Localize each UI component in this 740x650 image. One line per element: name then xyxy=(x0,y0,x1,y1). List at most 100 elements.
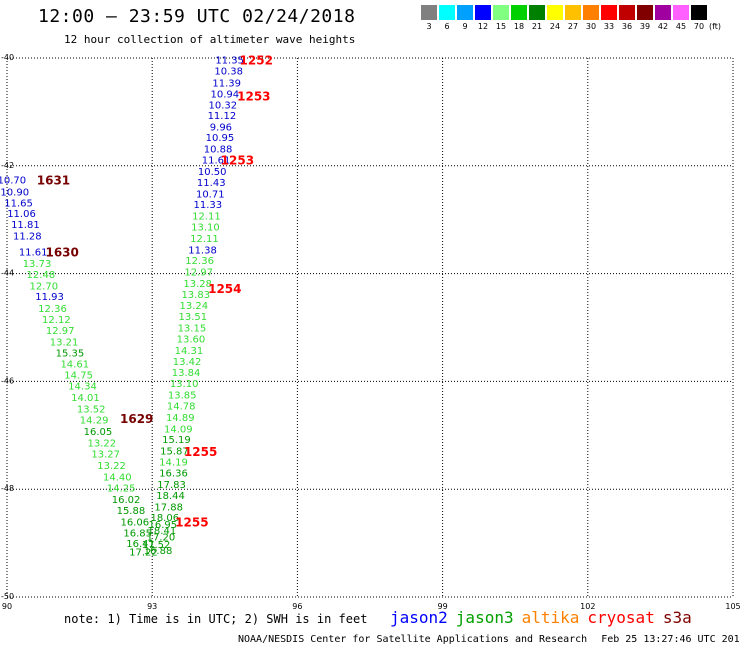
footer-credit: NOAA/NESDIS Center for Satellite Applica… xyxy=(238,634,740,645)
wave-height-value: 13.22 xyxy=(97,461,126,472)
y-tick-label: -48 xyxy=(1,484,14,493)
wave-height-value: 16.02 xyxy=(112,495,141,506)
legend-label: 36 xyxy=(621,22,633,31)
satellite-label: altika xyxy=(521,608,580,627)
wave-height-value: 11.61 xyxy=(19,248,48,259)
x-tick-label: 105 xyxy=(725,602,740,611)
satellite-label: s3a xyxy=(662,608,692,627)
wave-height-value: 17.52 xyxy=(142,540,171,551)
timestamp-text: Feb 25 13:27:46 UTC 2018 xyxy=(601,634,740,645)
wave-height-value: 14.09 xyxy=(164,424,193,435)
legend-swatch xyxy=(637,5,653,20)
wave-height-value: 11.93 xyxy=(35,292,64,303)
pass-time-label: 1255 xyxy=(184,445,217,459)
legend-label: 39 xyxy=(639,22,651,31)
legend-label: 18 xyxy=(513,22,525,31)
wave-height-value: 9.96 xyxy=(210,122,232,133)
wave-height-value: 13.28 xyxy=(183,279,212,290)
legend-swatch xyxy=(547,5,563,20)
credit-text: NOAA/NESDIS Center for Satellite Applica… xyxy=(238,634,588,645)
wave-height-value: 11.61 xyxy=(202,155,231,166)
wave-height-value: 13.73 xyxy=(23,259,52,270)
pass-time-label: 1630 xyxy=(45,246,78,260)
wave-height-value: 11.35 xyxy=(215,56,244,67)
pass-time-label: 1254 xyxy=(208,282,241,296)
y-tick-label: -42 xyxy=(1,161,14,170)
legend-label: 21 xyxy=(531,22,543,31)
pass-time-label: 1252 xyxy=(240,54,273,68)
x-tick-label: 93 xyxy=(147,602,157,611)
wave-height-value: 13.85 xyxy=(168,390,197,401)
wave-height-value: 13.84 xyxy=(172,368,201,379)
wave-height-value: 18.44 xyxy=(156,491,185,502)
wave-height-value: 11.81 xyxy=(11,220,40,231)
legend-label: 45 xyxy=(675,22,687,31)
wave-height-value: 10.32 xyxy=(209,100,238,111)
satellite-label: jason2 xyxy=(390,608,448,627)
legend-swatch xyxy=(439,5,455,20)
wave-height-value: 12.11 xyxy=(190,234,219,245)
wave-height-value: 14.78 xyxy=(167,402,196,413)
x-tick-label: 99 xyxy=(438,602,448,611)
wave-height-value: 13.42 xyxy=(173,357,202,368)
wave-height-value: 13.60 xyxy=(177,334,206,345)
wave-height-value: 10.88 xyxy=(204,145,233,156)
wave-height-value: 17.20 xyxy=(147,533,176,544)
y-tick-label: -44 xyxy=(1,269,14,278)
wave-height-value: 10.95 xyxy=(206,133,235,144)
wave-height-value: 16.85 xyxy=(123,528,152,539)
wave-height-value: 16.95 xyxy=(149,520,178,531)
legend-label: 12 xyxy=(477,22,489,31)
wave-height-value: 12.11 xyxy=(192,211,221,222)
map-subtitle: 12 hour collection of altimeter wave hei… xyxy=(64,33,356,46)
wave-height-value: 11.06 xyxy=(7,209,36,220)
wave-height-value: 14.34 xyxy=(68,382,97,393)
x-tick-label: 96 xyxy=(292,602,302,611)
wave-height-value: 10.50 xyxy=(198,167,227,178)
satellite-label: cryosat xyxy=(587,608,655,627)
wave-height-value: 10.71 xyxy=(196,189,225,200)
legend-unit: (ft) xyxy=(708,22,722,31)
wave-height-value: 11.12 xyxy=(208,111,237,122)
pass-time-label: 1631 xyxy=(37,173,70,187)
legend-label: 15 xyxy=(495,22,507,31)
wave-height-value: 17.22 xyxy=(129,548,158,559)
wave-height-value: 14.01 xyxy=(71,393,100,404)
wave-height-value: 16.88 xyxy=(144,546,173,557)
wave-height-value: 18.06 xyxy=(150,513,179,524)
footer-note: note: 1) Time is in UTC; 2) SWH is in fe… xyxy=(64,612,368,626)
wave-height-value: 13.52 xyxy=(77,404,106,415)
wave-height-value: 10.90 xyxy=(0,188,29,199)
wave-height-value: 12.36 xyxy=(185,256,214,267)
wave-height-value: 11.38 xyxy=(188,245,217,256)
satellite-label: jason3 xyxy=(455,608,514,627)
legend-swatch xyxy=(493,5,509,20)
pass-time-label: 1253 xyxy=(221,153,254,167)
y-tick-label: -46 xyxy=(1,376,14,385)
legend-swatch xyxy=(601,5,617,20)
wave-height-value: 12.97 xyxy=(184,267,213,278)
pass-time-label: 1255 xyxy=(175,516,208,530)
wave-height-value: 12.97 xyxy=(46,326,75,337)
legend-swatch xyxy=(475,5,491,20)
y-tick-label: -40 xyxy=(1,53,14,62)
legend-swatch xyxy=(565,5,581,20)
wave-height-value: 13.51 xyxy=(179,312,208,323)
wave-height-value: 10.38 xyxy=(214,66,243,77)
y-tick-label: -50 xyxy=(1,592,14,601)
wave-height-value: 13.21 xyxy=(50,338,79,349)
wave-height-value: 10.70 xyxy=(0,175,26,186)
wave-height-value: 13.10 xyxy=(170,379,199,390)
wave-height-value: 13.15 xyxy=(178,324,207,335)
wave-height-value: 11.43 xyxy=(197,178,226,189)
wave-height-value: 13.10 xyxy=(191,223,220,234)
legend-label: 33 xyxy=(603,22,615,31)
wave-height-value: 17.83 xyxy=(157,480,186,491)
satellite-legend: jason2 jason3 altika cryosat s3a xyxy=(390,608,700,627)
wave-height-value: 18.41 xyxy=(148,526,177,537)
wave-height-value: 11.39 xyxy=(212,78,241,89)
legend-swatch xyxy=(421,5,437,20)
wave-height-value: 14.40 xyxy=(103,472,132,483)
wave-height-value: 13.22 xyxy=(88,438,117,449)
wave-height-value: 16.41 xyxy=(126,539,155,550)
